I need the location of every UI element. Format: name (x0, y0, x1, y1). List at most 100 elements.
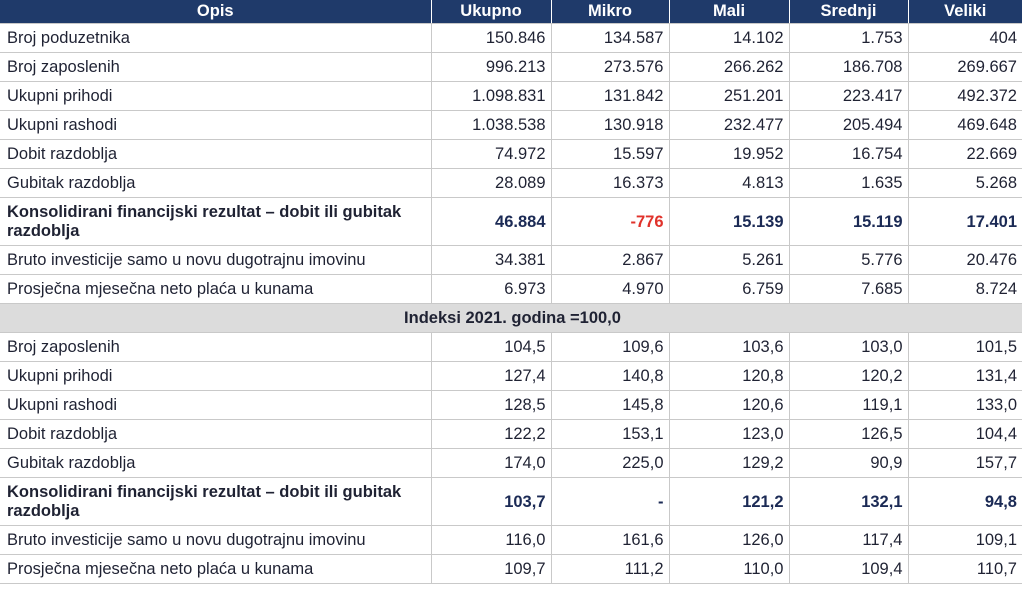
table-cell: 110,7 (907, 554, 1022, 584)
table-cell: 8.724 (907, 274, 1022, 304)
column-header-srednji: Srednji (789, 0, 909, 24)
column-header-opis: Opis (0, 0, 432, 24)
column-header-ukupno: Ukupno (431, 0, 552, 24)
row-label: Ukupni prihodi (0, 81, 432, 111)
table-header: Opis Ukupno Mikro Mali Srednji Veliki (0, 0, 1022, 24)
table-row: Dobit razdoblja 122,2 153,1 123,0 126,5 104,4 (0, 419, 1022, 449)
table-cell: 150.846 (430, 23, 552, 53)
table-row: Broj zaposlenih 996.213 273.576 266.262 186.… (0, 52, 1022, 82)
table-row: Ukupni rashodi 128,5 145,8 120,6 119,1 133,0 (0, 390, 1022, 420)
section-header-row: Indeksi 2021. godina =100,0 (0, 303, 1022, 333)
table-cell: 157,7 (907, 448, 1022, 478)
table-cell: 269.667 (907, 52, 1022, 82)
table-cell: 90,9 (788, 448, 909, 478)
table-cell: 126,0 (668, 525, 790, 555)
table-cell: 186.708 (788, 52, 909, 82)
table-cell: 153,1 (550, 419, 670, 449)
table-row: Ukupni prihodi 1.098.831 131.842 251.201 223… (0, 81, 1022, 111)
table-row: Broj zaposlenih 104,5 109,6 103,6 103,0 101,5 (0, 332, 1022, 362)
table-cell: 126,5 (788, 419, 909, 449)
column-header-mikro: Mikro (551, 0, 670, 24)
table-cell: 5.776 (788, 245, 909, 275)
section-title: Indeksi 2021. godina =100,0 (0, 303, 1022, 333)
table-cell: 129,2 (668, 448, 790, 478)
table-cell: 19.952 (668, 139, 790, 169)
table-cell: 5.268 (907, 168, 1022, 198)
table-cell: 223.417 (788, 81, 909, 111)
table-cell: 469.648 (907, 110, 1022, 140)
table-cell: 20.476 (907, 245, 1022, 275)
row-label: Broj poduzetnika (0, 23, 432, 53)
table-cell: 122,2 (430, 419, 552, 449)
table-cell: 109,4 (788, 554, 909, 584)
table-cell: 128,5 (430, 390, 552, 420)
table-cell: 404 (907, 23, 1022, 53)
table-row: Prosječna mjesečna neto plaća u kunama 6.… (0, 274, 1022, 304)
table-cell: 174,0 (430, 448, 552, 478)
table-cell: 109,1 (907, 525, 1022, 555)
table-row: Ukupni rashodi 1.038.538 130.918 232.477 205… (0, 110, 1022, 140)
table-cell: 5.261 (668, 245, 790, 275)
table-cell: 17.401 (907, 197, 1022, 246)
table-cell: 6.973 (430, 274, 552, 304)
table-cell: 109,6 (550, 332, 670, 362)
table-body: Broj poduzetnika 150.846 134.587 14.102 1.75… (0, 23, 1022, 584)
table-cell: 120,8 (668, 361, 790, 391)
table-row: Prosječna mjesečna neto plaća u kunama 10… (0, 554, 1022, 584)
table-cell: 132,1 (788, 477, 909, 526)
row-label: Broj zaposlenih (0, 52, 432, 82)
table-cell: - (550, 477, 670, 526)
row-label: Bruto investicije samo u novu dugotrajnu… (0, 525, 432, 555)
table-cell: 34.381 (430, 245, 552, 275)
row-label: Konsolidirani financijski rezultat – dob… (0, 197, 432, 246)
table-cell: 15.119 (788, 197, 909, 246)
table-cell: 103,6 (668, 332, 790, 362)
table-cell: 14.102 (668, 23, 790, 53)
table-row: Konsolidirani financijski rezultat – dob… (0, 197, 1022, 246)
table-cell: 140,8 (550, 361, 670, 391)
table-cell: 273.576 (550, 52, 670, 82)
table-cell: 119,1 (788, 390, 909, 420)
table-row: Broj poduzetnika 150.846 134.587 14.102 1.75… (0, 23, 1022, 53)
table-cell: 74.972 (430, 139, 552, 169)
table-cell: 1.098.831 (430, 81, 552, 111)
table-cell: 145,8 (550, 390, 670, 420)
table-cell: 134.587 (550, 23, 670, 53)
row-label: Dobit razdoblja (0, 419, 432, 449)
table-cell: 131.842 (550, 81, 670, 111)
column-header-veliki: Veliki (908, 0, 1022, 24)
table-cell: 120,6 (668, 390, 790, 420)
table-row: Bruto investicije samo u novu dugotrajnu… (0, 525, 1022, 555)
table-cell: 123,0 (668, 419, 790, 449)
table-cell: 101,5 (907, 332, 1022, 362)
table-cell: 2.867 (550, 245, 670, 275)
row-label: Ukupni rashodi (0, 110, 432, 140)
row-label: Gubitak razdoblja (0, 448, 432, 478)
row-label: Ukupni rashodi (0, 390, 432, 420)
table-cell: 161,6 (550, 525, 670, 555)
table-row: Gubitak razdoblja 174,0 225,0 129,2 90,9 157,… (0, 448, 1022, 478)
row-label: Ukupni prihodi (0, 361, 432, 391)
table-cell: 205.494 (788, 110, 909, 140)
table-cell: 16.373 (550, 168, 670, 198)
table-cell: 15.139 (668, 197, 790, 246)
table-cell: 1.038.538 (430, 110, 552, 140)
table-cell: 133,0 (907, 390, 1022, 420)
table-cell: 266.262 (668, 52, 790, 82)
table-cell: 232.477 (668, 110, 790, 140)
table-cell: 111,2 (550, 554, 670, 584)
table-cell: 225,0 (550, 448, 670, 478)
table-cell: 94,8 (907, 477, 1022, 526)
row-label: Konsolidirani financijski rezultat – dob… (0, 477, 432, 526)
table-cell: 22.669 (907, 139, 1022, 169)
table-cell: 7.685 (788, 274, 909, 304)
table-cell: 492.372 (907, 81, 1022, 111)
table-cell: -776 (550, 197, 670, 246)
table-cell: 4.813 (668, 168, 790, 198)
row-label: Gubitak razdoblja (0, 168, 432, 198)
table-cell: 104,4 (907, 419, 1022, 449)
table-cell: 130.918 (550, 110, 670, 140)
table-cell: 120,2 (788, 361, 909, 391)
table-cell: 996.213 (430, 52, 552, 82)
